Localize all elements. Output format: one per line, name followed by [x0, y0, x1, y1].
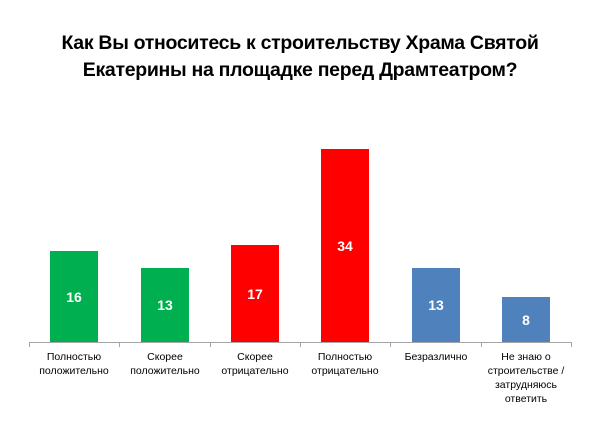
bar: 13	[412, 268, 460, 342]
x-axis-tick	[119, 342, 120, 347]
category-label-line: ответить	[504, 393, 548, 405]
bar-value-label: 13	[157, 297, 173, 313]
category-label-line: Безразлично	[404, 351, 468, 363]
category-label-line: положительно	[39, 365, 109, 377]
bar-value-label: 16	[66, 289, 82, 305]
category-label-line: Не знаю о	[501, 351, 551, 363]
bar: 34	[321, 149, 369, 342]
category-label-line: Полностью	[317, 351, 373, 363]
x-axis-tick	[300, 342, 301, 347]
bar: 13	[141, 268, 189, 342]
category-label-line: отрицательно	[311, 365, 379, 377]
x-axis-tick	[390, 342, 391, 347]
bar: 16	[50, 251, 98, 342]
category-label: Скорее отрицательно	[210, 350, 300, 378]
bar-value-label: 17	[247, 286, 263, 302]
category-label: Безразлично	[391, 350, 481, 364]
category-label-line: Скорее	[237, 351, 273, 363]
category-label-line: затрудняюсь	[494, 379, 558, 391]
category-label-line: положительно	[130, 365, 200, 377]
category-label-line: Скорее	[147, 351, 183, 363]
chart-title-line-2: Екатерины на площадке перед Драмтеатром?	[82, 59, 518, 81]
category-label: Полностью отрицательно	[300, 350, 390, 378]
category-label: Полностью положительно	[29, 350, 119, 378]
bar-value-label: 34	[337, 238, 353, 254]
category-label: Не знаю о строительстве / затрудняюсь ответ…	[481, 350, 571, 406]
bar: 8	[502, 297, 550, 342]
x-axis-tick	[571, 342, 572, 347]
bar-value-label: 13	[428, 297, 444, 313]
bar: 17	[231, 245, 279, 342]
chart-title-line-1: Как Вы относитесь к строительству Храма …	[61, 32, 539, 54]
bar-value-label: 8	[522, 312, 530, 328]
x-axis-tick	[210, 342, 211, 347]
category-label-line: строительстве /	[487, 365, 565, 377]
x-axis-tick	[481, 342, 482, 347]
category-label-line: Полностью	[46, 351, 102, 363]
chart-title: Как Вы относитесь к строительству Храма …	[0, 30, 600, 84]
category-label: Скорее положительно	[120, 350, 210, 378]
category-label-line: отрицательно	[221, 365, 289, 377]
x-axis-tick	[29, 342, 30, 347]
